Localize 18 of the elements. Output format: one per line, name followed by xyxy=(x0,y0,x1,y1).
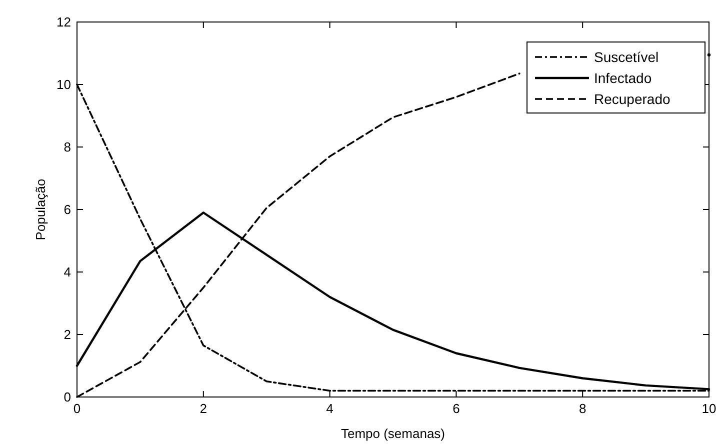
x-axis-title: Tempo (semanas) xyxy=(340,426,446,441)
y-tick-label: 0 xyxy=(64,390,71,405)
y-tick-label: 4 xyxy=(64,264,71,280)
y-tick-label: 6 xyxy=(64,202,71,218)
y-tick-label: 12 xyxy=(56,14,71,30)
legend-label: Suscetível xyxy=(594,48,659,65)
y-axis-title: População xyxy=(33,178,48,240)
x-tick-label: 4 xyxy=(326,401,334,416)
x-tick-label: 6 xyxy=(452,401,460,416)
x-tick-label: 2 xyxy=(200,401,208,416)
legend-label: Infectado xyxy=(594,70,652,86)
legend-label: Recuperado xyxy=(594,90,670,107)
x-tick-label: 10 xyxy=(702,401,716,416)
y-tick-label: 8 xyxy=(64,140,71,155)
y-tick-label: 2 xyxy=(64,327,71,342)
x-tick-label: 8 xyxy=(578,401,586,416)
x-tick-label: 0 xyxy=(73,401,81,416)
y-tick-label: 10 xyxy=(56,77,71,92)
